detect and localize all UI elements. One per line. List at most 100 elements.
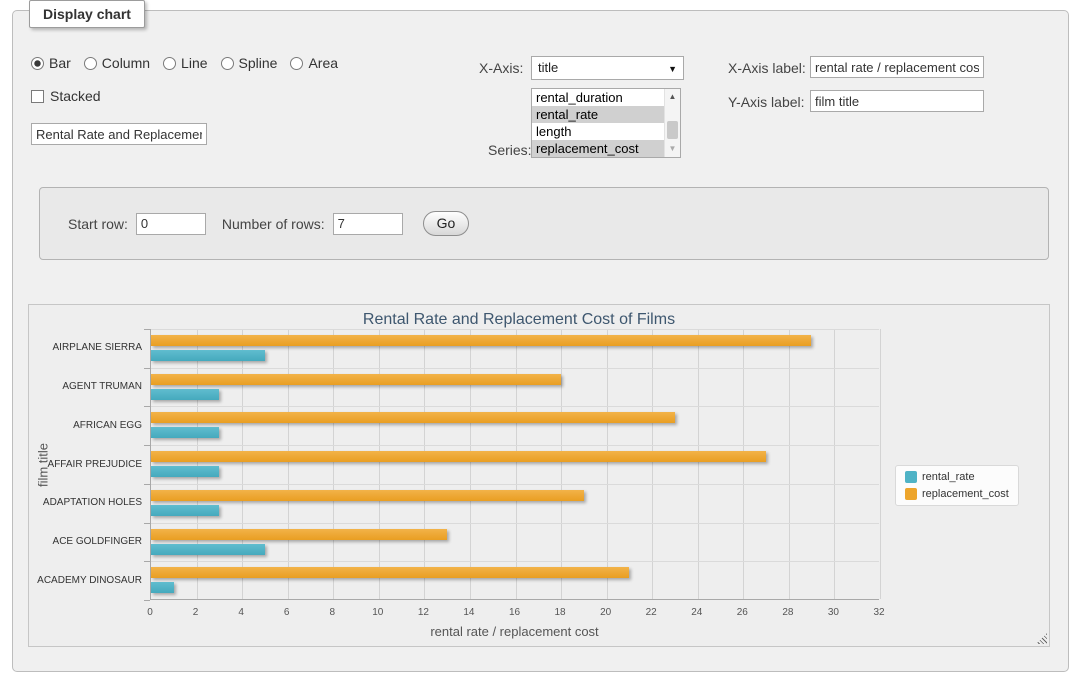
stacked-checkbox[interactable]: [31, 89, 44, 103]
category-label: ADAPTATION HOLES: [42, 497, 142, 509]
bar-replacement_cost: [151, 451, 766, 463]
bar-rental_rate: [151, 543, 265, 555]
stacked-option[interactable]: Stacked: [31, 88, 101, 104]
bar-replacement_cost: [151, 528, 447, 540]
series-list-scrollbar[interactable]: ▲ ▼: [664, 89, 680, 157]
y-axis-label-field-label: Y-Axis label:: [728, 94, 805, 110]
series-option-rental_duration[interactable]: rental_duration: [536, 90, 623, 105]
x-tick-label: 12: [417, 607, 429, 618]
x-tick-label: 28: [782, 607, 794, 618]
x-tick-label: 24: [691, 607, 703, 618]
y-tick-mark: [144, 406, 150, 408]
gridline: [378, 329, 380, 599]
x-tick-label: 32: [873, 607, 885, 618]
bar-replacement_cost: [151, 567, 630, 579]
stacked-label: Stacked: [50, 88, 101, 104]
gridline: [515, 329, 517, 599]
bar-rental_rate: [151, 582, 174, 594]
y-axis-label-input[interactable]: [810, 90, 984, 112]
chart-type-label: Line: [181, 55, 208, 71]
resize-handle-icon[interactable]: [1036, 633, 1047, 644]
x-tick-label: 10: [372, 607, 384, 618]
x-axis-select[interactable]: title ▼: [531, 56, 684, 80]
legend-label: replacement_cost: [922, 488, 1009, 500]
start-row-input[interactable]: [135, 212, 206, 235]
gridline: [880, 329, 881, 599]
chart-type-option-spline[interactable]: Spline: [220, 55, 277, 71]
x-tick-label: 16: [508, 607, 521, 618]
plot-area: [144, 329, 881, 601]
radio-icon[interactable]: [163, 56, 177, 70]
y-tick-mark: [144, 367, 150, 369]
legend-item-rental_rate[interactable]: rental_rate: [905, 471, 1009, 483]
radio-icon[interactable]: [31, 56, 44, 70]
bar-rental_rate: [151, 350, 265, 361]
x-axis-label-field-label: X-Axis label:: [728, 60, 806, 76]
series-listbox[interactable]: rental_duration rental_rate length replacem…: [531, 88, 681, 158]
chart-title-input[interactable]: [31, 123, 207, 145]
chart-type-label: Area: [308, 55, 339, 71]
dropdown-arrow-icon: ▼: [668, 64, 677, 74]
gridline: [242, 329, 244, 599]
y-tick-mark: [144, 445, 150, 447]
gridline: [788, 329, 790, 599]
bar-rental_rate: [151, 504, 220, 516]
gridline: [469, 329, 471, 599]
scroll-down-icon[interactable]: ▼: [668, 144, 677, 153]
bar-rental_rate: [151, 388, 220, 400]
category-label: AGENT TRUMAN: [62, 381, 142, 393]
gridline: [151, 445, 879, 447]
legend-item-replacement_cost[interactable]: replacement_cost: [905, 488, 1009, 500]
gridline: [287, 329, 289, 599]
series-option-length[interactable]: length: [536, 124, 572, 139]
radio-icon[interactable]: [83, 56, 97, 70]
gridline: [151, 329, 879, 330]
panel-title: Display chart: [29, 0, 145, 28]
chart-legend: rental_rate replacement_cost: [895, 465, 1019, 506]
x-axis-selected-value: title: [538, 60, 559, 75]
category-label: AFFAIR PREJUDICE: [47, 458, 142, 470]
x-tick-label: 0: [147, 607, 153, 618]
display-chart-panel: Display chart Bar Column Line Spline Area St…: [12, 0, 1069, 672]
y-tick-mark: [144, 329, 150, 330]
y-tick-mark: [144, 483, 150, 485]
chart-type-option-area[interactable]: Area: [290, 55, 338, 71]
chart-type-option-bar[interactable]: Bar: [31, 55, 71, 71]
category-label: ACE GOLDFINGER: [52, 535, 142, 547]
chart-type-option-line[interactable]: Line: [163, 55, 208, 71]
scrollbar-thumb[interactable]: [667, 121, 678, 139]
category-label: AIRPLANE SIERRA: [52, 342, 142, 354]
series-option-rental_rate[interactable]: rental_rate: [532, 106, 664, 123]
x-tick-label: 6: [283, 607, 290, 618]
x-tick-label: 8: [329, 607, 336, 618]
radio-icon[interactable]: [220, 56, 234, 70]
category-label: ACADEMY DINOSAUR: [37, 574, 142, 586]
gridline: [151, 406, 879, 408]
bar-replacement_cost: [151, 335, 812, 346]
radio-icon[interactable]: [290, 56, 304, 70]
x-tick-label: 26: [736, 607, 748, 618]
go-button[interactable]: Go: [422, 211, 470, 236]
x-axis-label-input[interactable]: [810, 56, 984, 78]
y-tick-mark: [144, 522, 150, 524]
chart-type-option-column[interactable]: Column: [83, 55, 150, 71]
y-axis-title: film title: [35, 442, 51, 488]
bar-rental_rate: [151, 427, 220, 439]
y-tick-mark: [144, 600, 150, 601]
y-tick-mark: [144, 561, 150, 563]
gridline: [196, 329, 198, 599]
x-tick-label: 30: [827, 607, 839, 618]
number-of-rows-input[interactable]: [332, 212, 403, 235]
category-label: AFRICAN EGG: [73, 419, 142, 431]
scroll-up-icon[interactable]: ▲: [668, 92, 677, 101]
x-tick-label: 4: [238, 607, 244, 618]
gridline: [151, 483, 879, 485]
x-axis-select-label: X-Axis:: [479, 60, 524, 76]
bar-replacement_cost: [151, 489, 584, 501]
bar-replacement_cost: [151, 412, 675, 424]
chart-type-radio-group: Bar Column Line Spline Area: [31, 55, 338, 71]
x-tick-label: 14: [463, 607, 475, 618]
series-option-replacement_cost[interactable]: replacement_cost: [532, 140, 664, 157]
gridline: [697, 329, 699, 599]
series-list-label: Series:: [488, 142, 532, 158]
